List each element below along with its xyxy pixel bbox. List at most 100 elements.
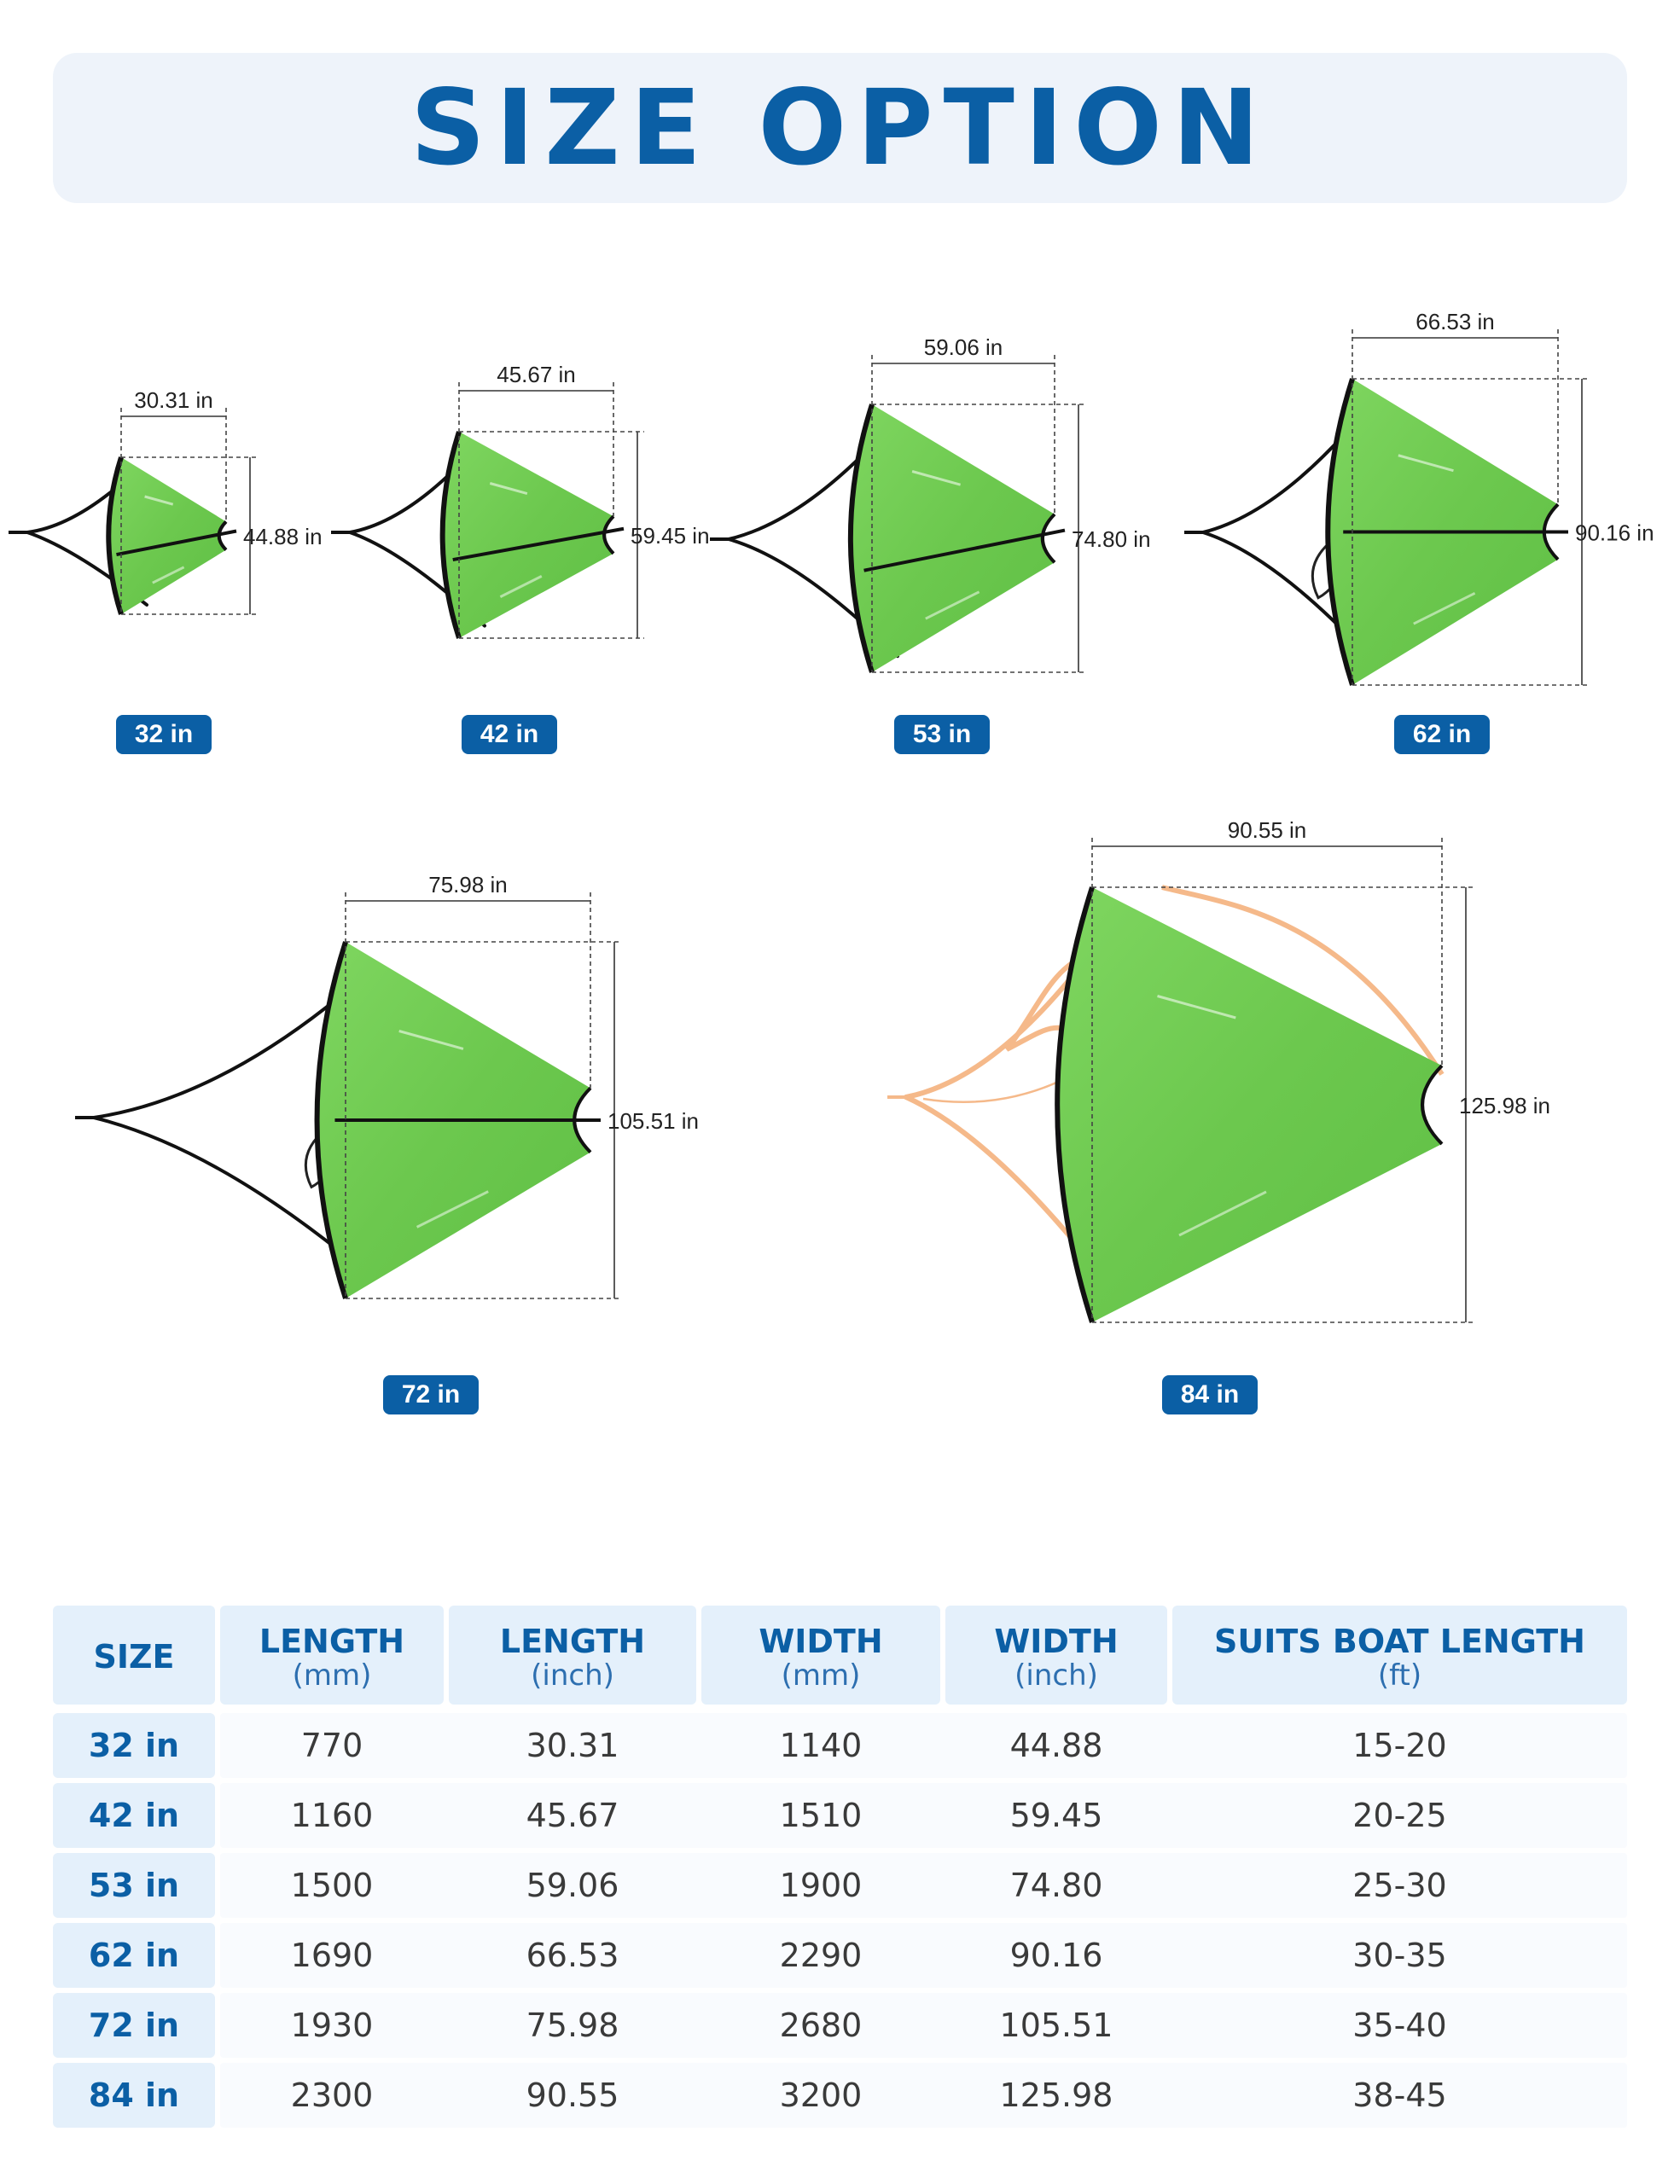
row-background <box>220 1853 1627 1918</box>
sail-body <box>442 432 613 638</box>
cell-boat-ft: 25-30 <box>1352 1867 1447 1904</box>
anchor-1: 45.67 in 59.45 in <box>331 362 710 639</box>
sail-shine <box>499 575 543 598</box>
width-label: 105.51 in <box>607 1108 699 1134</box>
width-label: 125.98 in <box>1459 1093 1550 1118</box>
sail-shine <box>152 566 185 584</box>
page-title: SIZE OPTION <box>410 67 1270 189</box>
anchor-4: 75.98 in 105.51 in <box>75 872 699 1299</box>
sail-notch <box>1041 513 1056 564</box>
cell-width-inch: 105.51 <box>999 2007 1113 2044</box>
sail-strap <box>452 526 625 562</box>
table-header: SIZE LENGTH (mm) LENGTH (inch) WIDTH (mm… <box>53 1606 1627 1705</box>
row-background <box>220 2063 1627 2128</box>
table-row: 53 in 1500 59.06 1900 74.80 25-30 <box>53 1853 1627 1918</box>
sail-body <box>108 457 226 614</box>
row-size: 72 in <box>53 1993 215 2058</box>
cell-length-mm: 2300 <box>290 2077 374 2114</box>
row-size: 42 in <box>53 1783 215 1848</box>
size-badge-72: 72 in <box>383 1375 479 1414</box>
sail-hem <box>106 456 124 615</box>
sail-hem <box>439 431 462 639</box>
header-size: SIZE <box>53 1606 215 1705</box>
sail-shine <box>416 1190 489 1228</box>
row-size: 32 in <box>53 1713 215 1778</box>
table-row: 42 in 1160 45.67 1510 59.45 20-25 <box>53 1783 1627 1848</box>
size-badge-53: 53 in <box>894 715 990 754</box>
header-boat-length: SUITS BOAT LENGTH (ft) <box>1172 1606 1627 1705</box>
table-row: 32 in 770 30.31 1140 44.88 15-20 <box>53 1713 1627 1778</box>
width-label: 59.45 in <box>631 523 710 549</box>
cell-width-mm: 3200 <box>779 2077 863 2114</box>
cell-width-mm: 1140 <box>779 1727 863 1764</box>
cell-width-mm: 1900 <box>779 1867 863 1904</box>
sail-shine <box>1157 995 1236 1019</box>
length-label: 66.53 in <box>1416 309 1495 334</box>
table-row: 72 in 1930 75.98 2680 105.51 35-40 <box>53 1993 1627 2058</box>
sail-shine <box>489 482 528 496</box>
size-badge-62: 62 in <box>1394 715 1490 754</box>
cell-length-mm: 1160 <box>290 1797 374 1834</box>
cell-length-inch: 90.55 <box>526 2077 619 2114</box>
sail-notch <box>1421 1064 1444 1146</box>
cell-boat-ft: 38-45 <box>1352 2077 1447 2114</box>
length-label: 75.98 in <box>428 872 508 897</box>
size-badge-42: 42 in <box>462 715 557 754</box>
header-width-inch: WIDTH (inch) <box>945 1606 1167 1705</box>
sail-strap <box>863 528 1066 572</box>
rope-edge <box>1161 885 1445 1076</box>
cell-length-mm: 1690 <box>290 1937 374 1974</box>
anchor-5: 90.55 in 125.98 in <box>887 817 1550 1323</box>
sail-shine <box>398 1030 464 1050</box>
sail-notch <box>602 514 615 555</box>
cell-length-inch: 75.98 <box>526 2007 619 2044</box>
anchor-3: 66.53 in 90.16 in <box>1184 309 1654 686</box>
sail-shine <box>1413 591 1476 625</box>
size-badge-32: 32 in <box>116 715 212 754</box>
sail-hem <box>847 404 875 673</box>
sail-shine <box>1398 454 1454 473</box>
header-width-mm: WIDTH (mm) <box>701 1606 940 1705</box>
cell-length-mm: 1500 <box>290 1867 374 1904</box>
length-label: 30.31 in <box>134 387 213 413</box>
width-label: 74.80 in <box>1072 526 1151 552</box>
size-badge-84: 84 in <box>1162 1375 1258 1414</box>
header-length-inch: LENGTH (inch) <box>449 1606 696 1705</box>
row-background <box>220 1993 1627 2058</box>
length-label: 45.67 in <box>497 362 576 387</box>
cell-width-inch: 74.80 <box>1009 1867 1103 1904</box>
width-label: 44.88 in <box>243 524 323 549</box>
cell-length-mm: 1930 <box>290 2007 374 2044</box>
row-background <box>220 1713 1627 1778</box>
cell-boat-ft: 35-40 <box>1352 2007 1447 2044</box>
sail-body <box>850 404 1055 672</box>
cell-length-inch: 59.06 <box>526 1867 619 1904</box>
cell-width-inch: 44.88 <box>1009 1727 1103 1764</box>
cell-width-inch: 59.45 <box>1009 1797 1103 1834</box>
header-banner: SIZE OPTION <box>53 53 1627 203</box>
sail-hem <box>1325 378 1355 686</box>
row-size: 62 in <box>53 1923 215 1988</box>
table-row: 84 in 2300 90.55 3200 125.98 38-45 <box>53 2063 1627 2128</box>
cell-length-inch: 66.53 <box>526 1937 619 1974</box>
cell-length-mm: 770 <box>300 1727 363 1764</box>
cell-boat-ft: 15-20 <box>1352 1727 1447 1764</box>
sail-hem <box>1055 886 1095 1323</box>
row-background <box>220 1923 1627 1988</box>
cell-width-inch: 125.98 <box>999 2077 1113 2114</box>
cell-width-mm: 2680 <box>779 2007 863 2044</box>
sail-hem <box>314 941 348 1299</box>
sail-strap <box>116 529 237 557</box>
anchor-2: 59.06 in 74.80 in <box>710 334 1151 673</box>
sail-shine <box>911 470 962 486</box>
cell-width-mm: 2290 <box>779 1937 863 1974</box>
rope-line <box>110 1083 350 1122</box>
sail-shine <box>144 495 174 506</box>
length-label: 90.55 in <box>1228 817 1307 843</box>
length-label: 59.06 in <box>924 334 1003 360</box>
width-label: 90.16 in <box>1575 520 1654 546</box>
cell-boat-ft: 30-35 <box>1352 1937 1447 1974</box>
row-size: 84 in <box>53 2063 215 2128</box>
cell-length-inch: 30.31 <box>526 1727 619 1764</box>
